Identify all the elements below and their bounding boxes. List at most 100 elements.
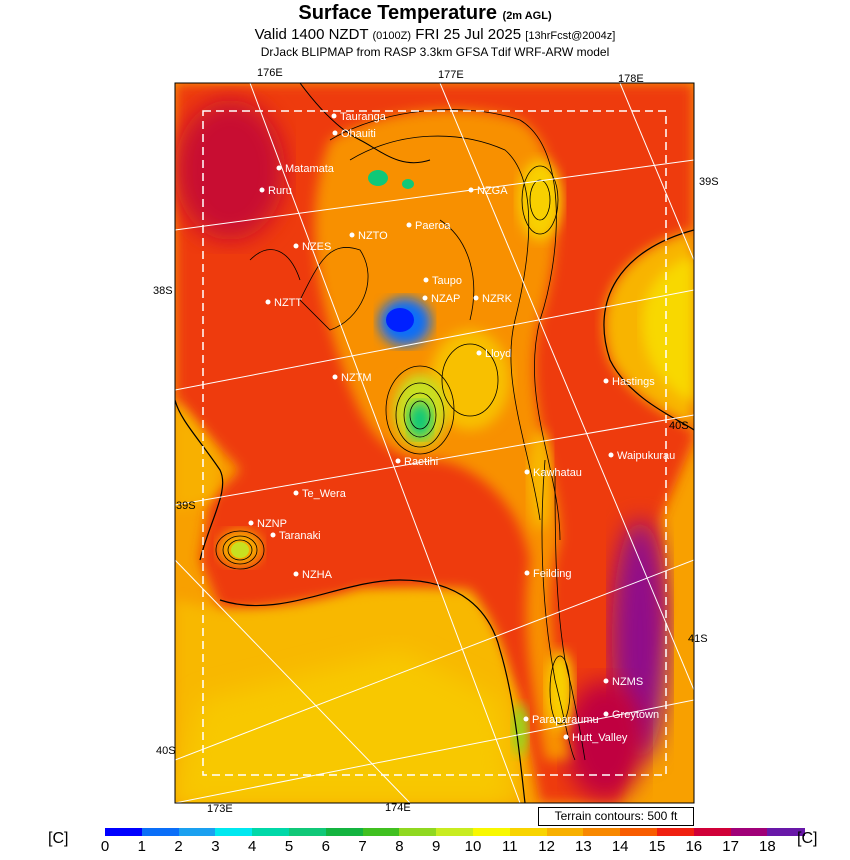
color-cell (546, 828, 584, 836)
place-marker (468, 187, 474, 193)
bottom-lon-1: 174E (385, 802, 411, 814)
color-cell (620, 828, 658, 836)
place-marker (248, 520, 254, 526)
place-label: Ohauiti (341, 128, 376, 140)
place-label: NZTM (341, 372, 372, 384)
place-label: Matamata (285, 163, 335, 175)
place-label: Greytown (612, 709, 659, 721)
color-tick: 10 (464, 838, 482, 855)
top-lon-0: 176E (257, 67, 283, 79)
valid-date: FRI 25 Jul 2025 (415, 26, 522, 43)
place-marker (608, 452, 614, 458)
color-tick: 18 (759, 838, 776, 855)
place-label: Paraparaumu (532, 714, 599, 726)
place-label: NZTO (358, 230, 388, 242)
model-source: DrJack BLIPMAP from RASP 3.3km GFSA Tdif… (260, 45, 610, 59)
place-marker (603, 378, 609, 384)
color-tick: 13 (575, 838, 592, 855)
color-tick: 2 (174, 838, 183, 855)
terrain-contour-note: Terrain contours: 500 ft (538, 807, 694, 826)
color-cell (141, 828, 180, 836)
forecast-info: [13hrFcst@2004z] (525, 30, 616, 42)
place-marker (524, 570, 530, 576)
place-marker (524, 469, 530, 475)
color-tick: 9 (432, 838, 441, 855)
left-lat-1: 39S (176, 500, 196, 512)
place-label: Waipukurau (617, 450, 675, 462)
color-tick: 6 (321, 838, 330, 855)
place-marker (265, 299, 271, 305)
unit-left: [C] (48, 830, 69, 847)
map-frame (174, 82, 695, 804)
color-cell (215, 828, 253, 836)
valid-time: Valid 1400 NZDT (0100Z) FRI 25 Jul 2025 … (0, 26, 850, 43)
place-label: Hastings (612, 376, 655, 388)
color-tick: 3 (211, 838, 220, 855)
place-label: NZRK (482, 293, 513, 305)
place-label: Lloyd (485, 348, 511, 360)
valid-prefix: Valid 1400 NZDT (254, 26, 369, 43)
color-cell (178, 828, 216, 836)
place-label: Kawhatau (533, 467, 582, 479)
color-cell (362, 828, 400, 836)
color-tick: 14 (611, 838, 629, 855)
color-cell (730, 828, 768, 836)
bottom-lon-0: 173E (207, 803, 233, 815)
color-cell (289, 828, 327, 836)
color-tick: 17 (722, 838, 739, 855)
domain-border (202, 110, 667, 776)
color-tick: 4 (248, 838, 257, 855)
color-cell (436, 828, 474, 836)
place-marker (603, 711, 609, 717)
unit-right: [C] (797, 830, 818, 847)
color-tick: 8 (395, 838, 404, 855)
place-label: Paeroa (415, 220, 451, 232)
right-lat-0: 39S (699, 176, 719, 188)
color-cell (767, 828, 805, 836)
place-label: Hutt_Valley (572, 732, 628, 744)
title-text: Surface Temperature (298, 2, 497, 24)
place-marker (293, 490, 299, 496)
place-marker (259, 187, 265, 193)
place-marker (349, 232, 355, 238)
place-label: NZNP (257, 518, 287, 530)
color-tick: 1 (137, 838, 146, 855)
place-label: NZMS (612, 676, 643, 688)
color-cell (399, 828, 437, 836)
color-cell (583, 828, 621, 836)
place-label: Ruru (268, 185, 292, 197)
place-label: Raetihi (404, 456, 438, 468)
place-marker (473, 295, 479, 301)
left-lat-0: 38S (153, 285, 173, 297)
place-marker (476, 350, 482, 356)
place-marker (406, 222, 412, 228)
place-marker (293, 571, 299, 577)
place-marker (332, 374, 338, 380)
map-field (175, 83, 694, 803)
color-tick: 0 (100, 838, 110, 855)
color-tick: 7 (358, 838, 367, 855)
graticule (175, 83, 694, 803)
place-marker (332, 130, 338, 136)
color-cell (473, 828, 511, 836)
place-marker (423, 277, 429, 283)
map-title: Surface Temperature (2m AGL) (0, 2, 850, 25)
place-marker (293, 243, 299, 249)
color-cell (657, 828, 695, 836)
place-marker (563, 734, 569, 740)
axis-labels: 176E 177E 178E 173E 174E 38S 39S 40S 39S… (153, 67, 719, 815)
title-suffix: (2m AGL) (502, 10, 552, 22)
place-label: Feilding (533, 568, 572, 580)
place-label: NZTT (274, 297, 302, 309)
place-label: Taupo (432, 275, 462, 287)
place-labels: Tauranga Ohauiti Matamata Ruru NZGA Paeroa NZE… (248, 111, 675, 744)
color-cell (252, 828, 290, 836)
color-cell (325, 828, 364, 836)
place-label: Te_Wera (302, 488, 347, 500)
place-marker (276, 165, 282, 171)
color-tick: 15 (648, 838, 666, 855)
place-label: NZGA (477, 185, 508, 197)
right-lat-1: 40S (669, 420, 689, 432)
color-tick: 16 (685, 838, 703, 855)
